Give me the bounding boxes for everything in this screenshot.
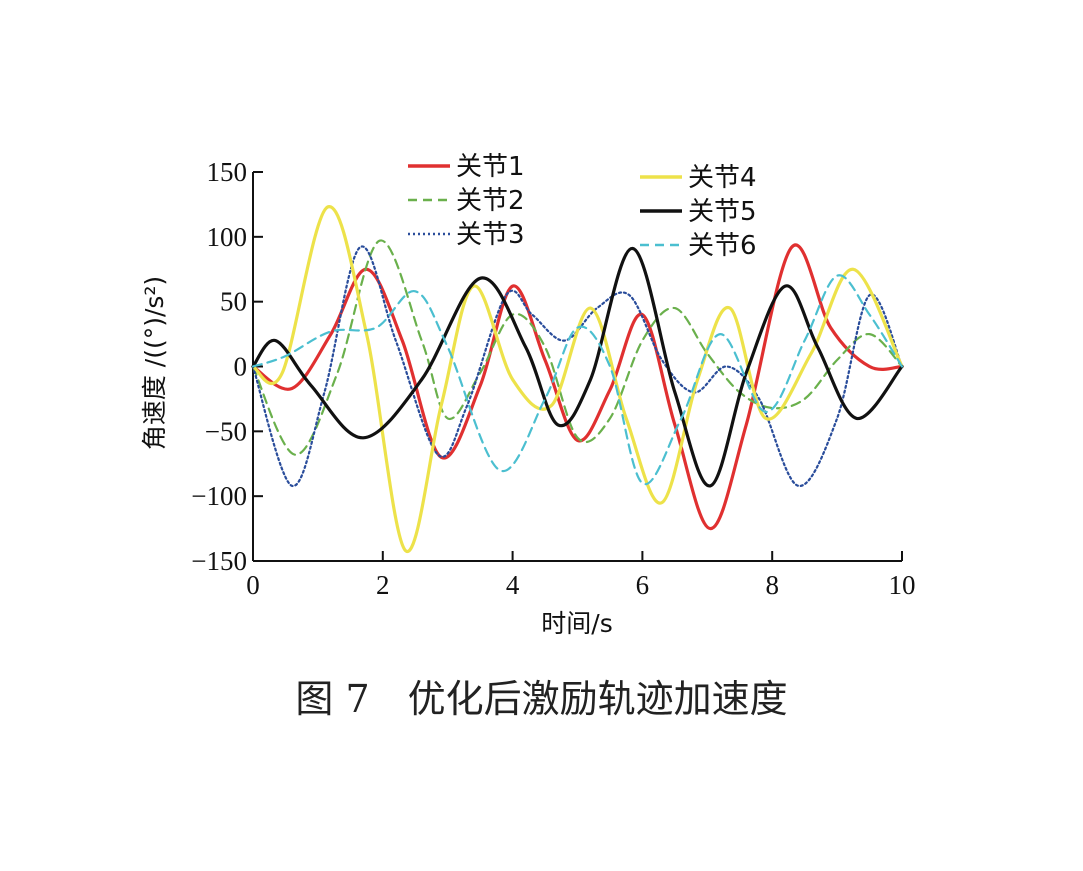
series-line-1 <box>251 243 904 531</box>
x-tick-label: 4 <box>506 570 520 600</box>
legend-label-5: 关节5 <box>688 197 757 227</box>
series-line-2 <box>251 239 904 456</box>
x-tick-label: 10 <box>889 570 916 600</box>
y-axis-label: 角速度 /((°)/s²) <box>140 276 169 450</box>
x-tick-label: 8 <box>765 570 779 600</box>
x-tick-label: 0 <box>246 570 260 600</box>
y-tick-label: 50 <box>220 287 247 317</box>
y-tick-label: 100 <box>207 222 248 252</box>
legend: 关节1 关节2 关节3 关节4 关节5 关节6 <box>408 152 757 261</box>
y-tick-label: −50 <box>205 416 247 446</box>
legend-label-4: 关节4 <box>688 163 757 193</box>
series-line-4 <box>251 205 904 553</box>
y-tick-label: 150 <box>207 157 248 187</box>
x-tick-label: 6 <box>636 570 650 600</box>
y-tick-label: −100 <box>191 481 247 511</box>
legend-label-1: 关节1 <box>456 152 525 182</box>
series-line-5 <box>251 246 904 488</box>
x-tick-label: 2 <box>376 570 390 600</box>
y-tick-label: 0 <box>234 352 248 382</box>
legend-label-3: 关节3 <box>456 220 525 250</box>
figure-caption: 图 7 优化后激励轨迹加速度 <box>295 677 788 721</box>
series-line-3 <box>251 245 904 487</box>
y-tick-label: −150 <box>191 546 247 576</box>
series-line-6 <box>251 274 904 486</box>
x-axis-label: 时间/s <box>541 609 612 638</box>
legend-label-6: 关节6 <box>688 231 757 261</box>
legend-label-2: 关节2 <box>456 186 525 216</box>
series-layer <box>251 205 904 553</box>
